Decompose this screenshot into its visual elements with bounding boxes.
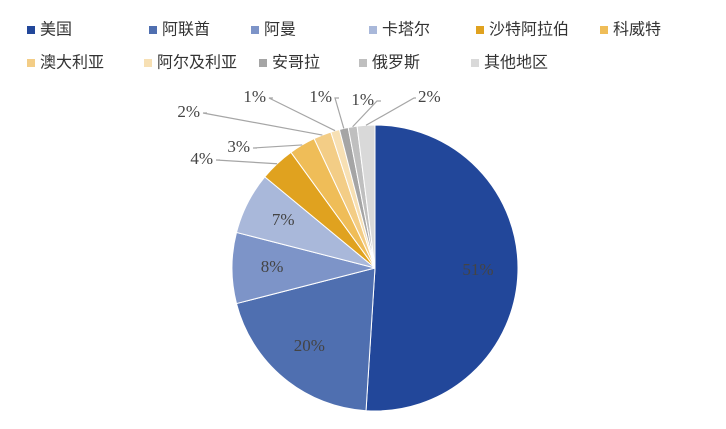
pie-slice: [356, 124, 376, 269]
legend-label: 澳大利亚: [40, 53, 104, 72]
leader-line: [252, 144, 303, 149]
value-label: 1%: [309, 87, 332, 106]
legend-label: 卡塔尔: [382, 20, 430, 39]
leader-line: [365, 97, 416, 126]
legend-label: 阿曼: [264, 20, 296, 39]
legend-label: 科威特: [613, 20, 661, 39]
legend-label: 美国: [40, 20, 72, 39]
leader-line: [202, 112, 323, 136]
legend-swatch: [471, 59, 479, 67]
value-label: 20%: [294, 336, 325, 355]
value-label: 7%: [272, 210, 295, 229]
value-label: 1%: [351, 90, 374, 109]
legend-swatch: [259, 59, 267, 67]
legend-swatch: [149, 26, 157, 34]
value-label: 2%: [177, 102, 200, 121]
pie-slice: [365, 124, 519, 412]
legend-swatch: [359, 59, 367, 67]
leader-line: [352, 100, 381, 128]
legend-label: 安哥拉: [272, 53, 320, 72]
legend-swatch: [144, 59, 152, 67]
value-label: 3%: [227, 137, 250, 156]
legend-label: 阿联酋: [162, 20, 210, 39]
value-label: 2%: [418, 87, 441, 106]
leader-line: [334, 97, 345, 129]
legend-swatch: [27, 26, 35, 34]
legend-label: 俄罗斯: [372, 53, 420, 72]
legend-swatch: [251, 26, 259, 34]
legend-label: 阿尔及利亚: [157, 53, 237, 72]
value-label: 8%: [261, 257, 284, 276]
value-label: 4%: [190, 149, 213, 168]
legend-swatch: [27, 59, 35, 67]
value-label: 1%: [243, 87, 266, 106]
legend-swatch: [600, 26, 608, 34]
legend-swatch: [369, 26, 377, 34]
legend-swatch: [476, 26, 484, 34]
value-label: 51%: [462, 260, 493, 279]
pie-slice: [235, 267, 376, 412]
leader-line: [215, 159, 278, 165]
leader-line: [268, 97, 336, 132]
legend-label: 沙特阿拉伯: [489, 20, 569, 39]
legend-label: 其他地区: [484, 53, 548, 72]
